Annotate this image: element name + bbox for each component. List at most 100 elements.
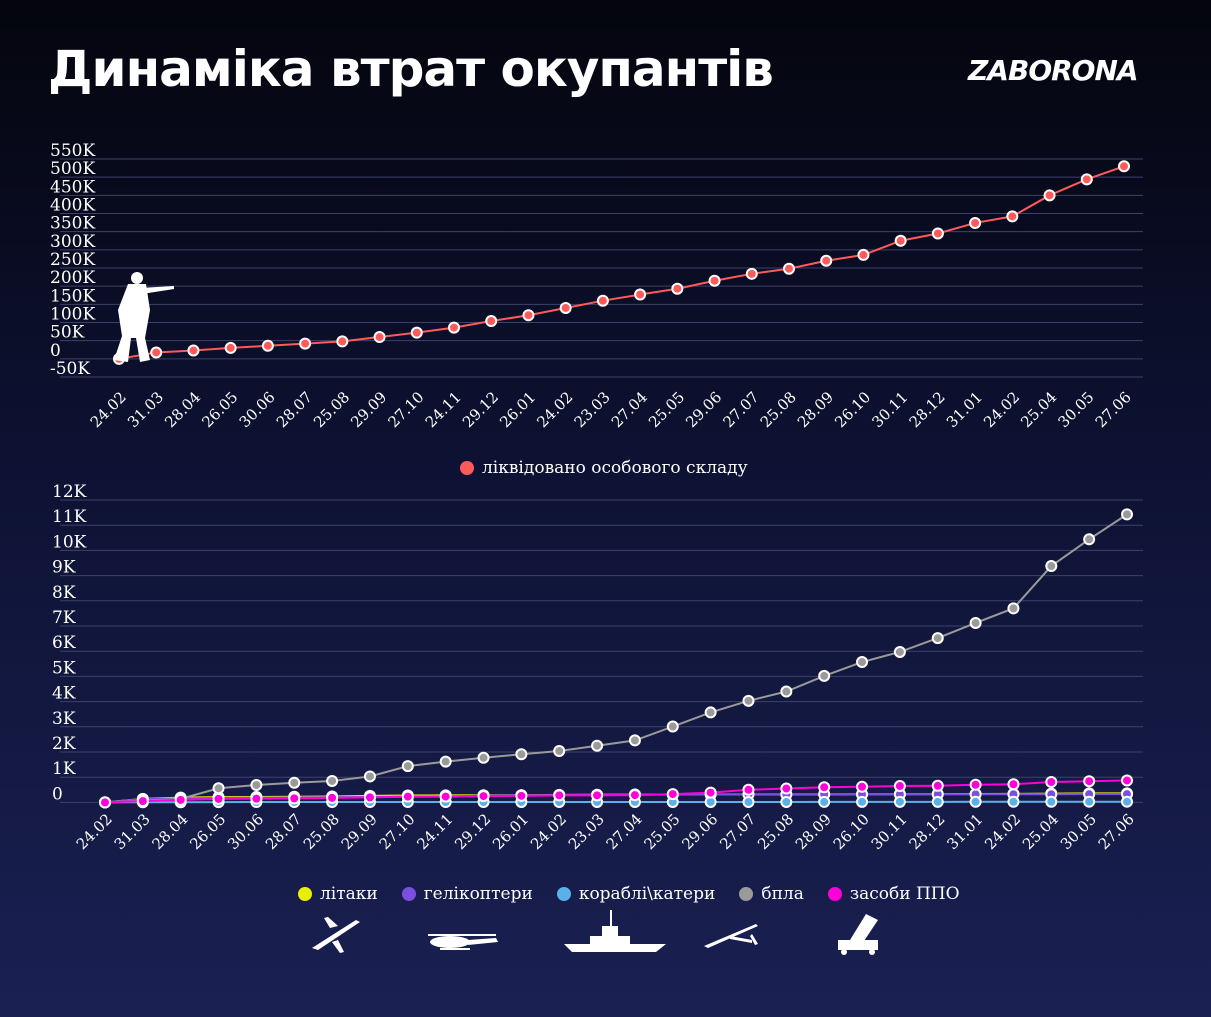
legend-item-ships[interactable]: кораблі\катери [556,884,716,904]
x-tick-label: 30.05 [1057,810,1100,853]
x-tick-label: 25.08 [757,388,800,431]
legend-label: кораблі\катери [578,884,716,904]
series-line [118,165,1125,360]
data-point [363,770,376,783]
legend-dot [827,887,842,901]
data-point [704,706,717,719]
data-point [288,792,301,805]
x-tick-label: 24.02 [533,388,576,431]
series-ліквідовано-особового-складу [113,160,1130,365]
data-point [439,790,452,803]
x-tick-label: 29.12 [451,810,494,853]
y-tick-label: 0 [50,341,61,361]
data-point [666,788,679,801]
data-point [515,748,528,761]
legend-label: засоби ППО [849,884,960,904]
x-tick-label: 28.04 [148,810,191,853]
data-point [1121,795,1133,808]
data-point [634,288,647,301]
data-point [591,789,604,802]
x-tick-label: 29.09 [338,810,381,853]
data-point [780,685,793,698]
y-tick-label: 0 [52,784,63,804]
series-засоби-ппо [99,774,1133,809]
x-axis: 24.0231.0328.0426.0530.0628.0725.0829.09… [87,388,1135,431]
data-point [1121,508,1133,521]
data-point [288,776,301,789]
helicopter-icon [428,934,498,950]
data-point [212,792,225,805]
x-tick-label: 24.02 [980,388,1023,431]
y-tick-label: 5K [52,658,76,678]
data-point [591,739,604,752]
data-point [250,792,263,805]
y-tick-label: 250K [50,250,95,270]
y-tick-label: 450K [50,177,95,197]
x-tick-label: 31.01 [943,388,986,431]
data-point [1006,210,1019,223]
y-tick-label: 550K [50,141,95,161]
data-point [1083,533,1096,546]
x-tick-label: 28.07 [262,810,305,853]
x-tick-label: 23.03 [565,810,608,853]
data-point [704,786,717,799]
x-tick-label: 27.07 [716,810,759,853]
legend-item-personnel[interactable]: ліквідовано особового складу [460,458,748,478]
data-point [363,791,376,804]
personnel-legend: ліквідовано особового складу [460,458,748,478]
data-point [401,790,414,803]
x-tick-label: 27.04 [603,810,646,853]
legend-item-aircraft[interactable]: літаки [298,884,378,904]
x-tick-label: 30.11 [868,388,911,431]
data-point [485,315,498,328]
data-point [212,782,225,795]
y-tick-label: 500K [50,159,95,179]
data-point [410,326,423,339]
x-tick-label: 30.11 [868,810,911,853]
x-axis: 24.0231.0328.0426.0530.0628.0725.0829.09… [73,810,1138,853]
x-tick-label: 24.02 [527,810,570,853]
x-tick-label: 25.04 [1017,388,1060,431]
y-tick-label: 8K [52,583,76,603]
legend-item-helicopters[interactable]: гелікоптери [401,884,533,904]
y-tick-label: 11K [52,507,87,527]
data-point [1045,560,1058,573]
data-point [780,782,793,795]
x-tick-label: 24.11 [422,388,465,431]
legend-dot [556,887,571,901]
data-point [373,331,386,344]
x-tick-label: 29.06 [682,388,725,431]
legend-label: літаки [320,884,378,904]
y-tick-label: 2K [52,734,76,754]
data-point [893,645,906,658]
y-tick-label: 100K [50,305,95,325]
x-tick-label: 27.07 [720,388,763,431]
data-point [931,632,944,645]
aircraft-icon [312,917,360,953]
x-tick-label: 28.12 [906,388,949,431]
x-tick-label: 27.10 [376,810,419,853]
brand-logo: ZABORONA [968,54,1139,87]
x-tick-label: 27.04 [608,388,651,431]
data-point [628,734,641,747]
data-point [893,780,906,793]
x-tick-label: 28.12 [905,810,948,853]
data-point [1083,775,1096,788]
series-line [104,800,1127,804]
legend-item-air-defense[interactable]: засоби ППО [827,884,960,904]
grid: 550K500K450K400K350K300K250K200K150K100K… [50,141,1143,379]
data-point [187,344,200,357]
x-tick-label: 30.05 [1055,388,1098,431]
data-point [150,346,163,359]
y-tick-label: 4K [52,684,76,704]
x-tick-label: 31.03 [124,388,167,431]
data-point [969,616,982,629]
equipment-icons [312,910,878,955]
x-tick-label: 27.06 [1092,388,1135,431]
x-tick-label: 30.06 [224,810,267,853]
legend-item-uav[interactable]: бпла [739,884,804,904]
x-tick-label: 24.02 [87,388,130,431]
data-point [742,694,755,707]
data-point [1007,795,1020,808]
data-point [628,789,641,802]
